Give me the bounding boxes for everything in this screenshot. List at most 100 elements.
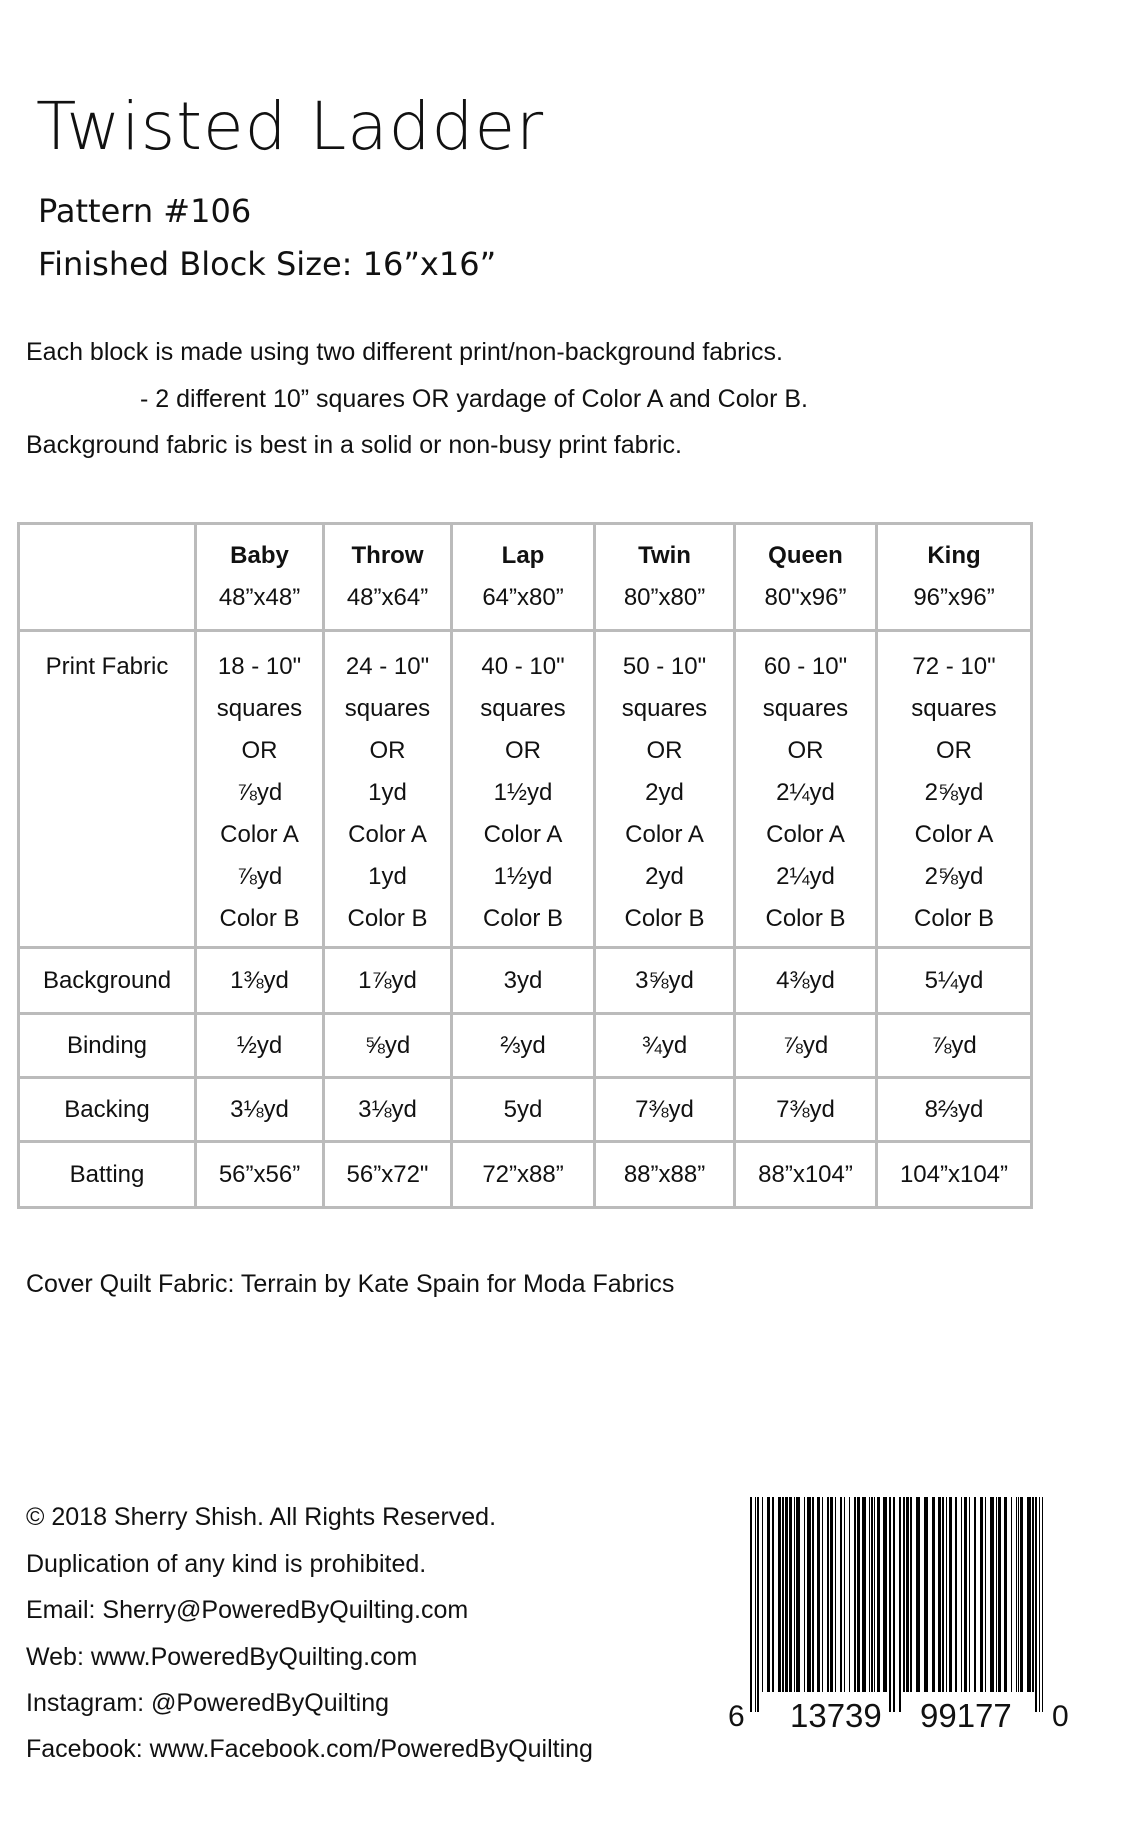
table-row: Batting 56”x56” 56”x72" 72”x88” 88”x88” 88”x1… (17, 1140, 1033, 1209)
email: Email: Sherry@PoweredByQuilting.com (26, 1596, 469, 1624)
barcode-bar (961, 1497, 962, 1692)
print-fabric-cell: 50 - 10" squares OR 2yd Color A 2yd Color B (593, 629, 736, 949)
facebook: Facebook: www.Facebook.com/PoweredByQuil… (26, 1735, 593, 1763)
cell-line: 2yd (645, 863, 684, 890)
table-cell: 72”x88” (450, 1140, 596, 1209)
barcode-bar (906, 1497, 909, 1692)
size-name: Queen (768, 542, 843, 569)
cell-line: squares (911, 695, 997, 722)
cell-line: 2¼yd (776, 779, 835, 806)
table-cell: 5¼yd (875, 946, 1033, 1015)
barcode-bar (1035, 1497, 1037, 1712)
barcode-bar (990, 1497, 994, 1692)
table-cell: ½yd (194, 1012, 325, 1079)
barcode-bar (1011, 1497, 1012, 1692)
cell-line: Color B (765, 905, 846, 932)
size-header: Queen 80"x96” (733, 522, 878, 632)
barcode-bar (1004, 1497, 1007, 1692)
cell-line: Color A (483, 821, 563, 848)
barcode-bar (772, 1497, 774, 1692)
cell-line: Color B (913, 905, 995, 932)
table-cell: 3⅛yd (322, 1076, 453, 1143)
size-header: Baby 48”x48” (194, 522, 325, 632)
barcode-bar (778, 1497, 781, 1692)
barcode-bar (899, 1497, 901, 1712)
cell-line: 60 - 10" (763, 653, 848, 680)
table-cell: 5yd (450, 1076, 596, 1143)
print-fabric-cell: 72 - 10" squares OR 2⅝yd Color A 2⅝yd Color B (875, 629, 1033, 949)
corner-cell (17, 522, 197, 632)
size-dimensions: 48”x48” (218, 584, 301, 611)
cell-line: OR (936, 737, 972, 764)
barcode-bar (869, 1497, 870, 1692)
table-cell: ⅞yd (875, 1012, 1033, 1079)
barcode-digit-first: 6 (728, 1700, 745, 1733)
size-dimensions: 80”x80” (623, 584, 706, 611)
barcode-bar (1039, 1497, 1040, 1712)
cell-line: 1yd (368, 863, 407, 890)
pattern-number: Pattern #106 (38, 192, 252, 230)
size-header: Twin 80”x80” (593, 522, 736, 632)
row-label: Background (17, 946, 197, 1015)
barcode-bar (942, 1497, 944, 1692)
barcode-bar (1020, 1497, 1023, 1692)
size-dimensions: 96”x96” (913, 584, 995, 611)
size-name: Twin (638, 542, 691, 569)
cell-line: 50 - 10" (622, 653, 707, 680)
cell-line: 2¼yd (776, 863, 835, 890)
barcode-digits-right: 99177 (920, 1697, 1012, 1734)
fabric-requirements-table: Baby 48”x48” Throw 48”x64” Lap 64”x80” Twin 80”… (17, 522, 1033, 1209)
cell-line: Color A (914, 821, 994, 848)
cell-line: 1yd (368, 779, 407, 806)
table-row: Binding ½yd ⅝yd ⅔yd ¾yd ⅞yd ⅞yd (17, 1012, 1033, 1079)
barcode-bar (874, 1497, 875, 1692)
barcode-bar (1042, 1497, 1043, 1712)
cell-line: Color B (219, 905, 300, 932)
barcode-bar (822, 1497, 823, 1692)
barcode-bar (1027, 1497, 1031, 1692)
table-row: Background 1⅜yd 1⅞yd 3yd 3⅝yd 4⅜yd 5¼yd (17, 946, 1033, 1015)
cell-line: 40 - 10" (481, 653, 565, 680)
barcode-bar (883, 1497, 887, 1692)
barcode-bar (924, 1497, 928, 1692)
table-cell: ⅞yd (733, 1012, 878, 1079)
barcode-bar (949, 1497, 952, 1692)
barcode-bar (938, 1497, 941, 1692)
barcode-bar (854, 1497, 856, 1692)
print-fabric-cell: 18 - 10" squares OR ⅞yd Color A ⅞yd Color B (194, 629, 325, 949)
barcode-bar (794, 1497, 795, 1692)
cell-line: Color B (624, 905, 705, 932)
cell-line: Color B (347, 905, 428, 932)
barcode-bar (1032, 1497, 1034, 1692)
size-dimensions: 80"x96” (764, 584, 847, 611)
intro-line: Each block is made using two different p… (26, 338, 783, 366)
barcode-bar (789, 1497, 792, 1692)
intro-line: - 2 different 10” squares OR yardage of … (140, 385, 808, 413)
barcode-bar (817, 1497, 820, 1692)
size-dimensions: 48”x64” (346, 584, 429, 611)
barcode-bar (757, 1497, 759, 1712)
size-header: King 96”x96” (875, 522, 1033, 632)
row-label: Print Fabric (17, 629, 197, 949)
barcode-bar (893, 1497, 895, 1712)
barcode-bar (964, 1497, 967, 1692)
barcode-bar (767, 1497, 770, 1692)
barcode-bar (785, 1497, 788, 1692)
barcode (750, 1497, 1043, 1712)
barcode-bar (796, 1497, 800, 1692)
cell-line: ⅞yd (236, 779, 283, 806)
barcode-bar (969, 1497, 970, 1692)
barcode-bar (857, 1497, 860, 1692)
barcode-bar (762, 1497, 763, 1692)
cell-line: squares (762, 695, 849, 722)
cell-line: OR (787, 737, 824, 764)
cell-line: 1½yd (493, 779, 553, 806)
size-name: King (927, 542, 981, 569)
cell-line: 2⅝yd (924, 779, 984, 806)
size-header: Lap 64”x80” (450, 522, 596, 632)
size-name: Throw (351, 542, 424, 569)
barcode-bar (910, 1497, 912, 1692)
barcode-bar (862, 1497, 866, 1692)
table-cell: 1⅞yd (322, 946, 453, 1015)
table-cell: 3⅝yd (593, 946, 736, 1015)
